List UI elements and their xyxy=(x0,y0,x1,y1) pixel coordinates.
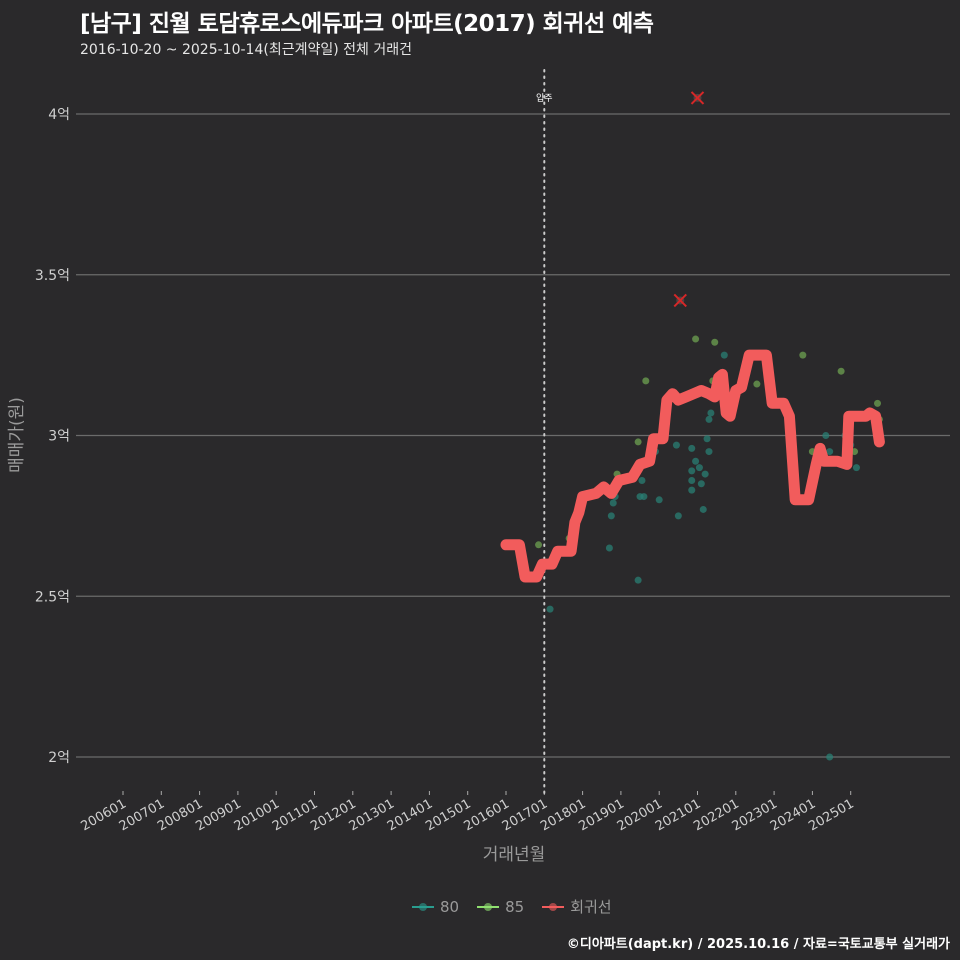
point-80 xyxy=(695,464,703,472)
x-axis-title: 거래년월 xyxy=(483,845,546,865)
scatter-points xyxy=(535,335,883,761)
point-80 xyxy=(640,493,648,501)
outlier-markers xyxy=(673,91,705,308)
point-85 xyxy=(837,367,845,375)
chart-subtitle: 2016-10-20 ~ 2025-10-14(최근계약일) 전체 거래건 xyxy=(80,42,412,58)
point-85 xyxy=(634,438,642,446)
point-85 xyxy=(711,338,719,346)
legend-label-80: 80 xyxy=(440,897,460,916)
chart-title: [남구] 진월 토담휴로스에듀파크 아파트(2017) 회귀선 예측 xyxy=(80,11,654,37)
legend-key-regression-icon xyxy=(542,901,565,913)
outlier-x-icon xyxy=(690,91,705,105)
legend: 80 85 회귀선 xyxy=(412,896,622,917)
point-80 xyxy=(699,505,707,513)
legend-item-80: 80 xyxy=(412,898,459,916)
point-80 xyxy=(852,464,860,472)
point-80 xyxy=(822,432,830,439)
legend-key-80-icon xyxy=(412,901,434,913)
point-85 xyxy=(799,351,807,359)
point-80 xyxy=(692,457,700,465)
point-80 xyxy=(826,448,834,456)
y-axis-ticks: 2억 2.5억 3억 3.5억 4억 xyxy=(35,107,70,766)
point-80 xyxy=(655,496,663,504)
move-in-vline: 입주 xyxy=(536,69,553,797)
point-80 xyxy=(688,467,696,475)
point-80 xyxy=(672,441,680,449)
point-80 xyxy=(609,499,617,507)
legend-item-regression: 회귀선 xyxy=(542,896,612,917)
legend-label-regression: 회귀선 xyxy=(570,898,612,916)
regression-path xyxy=(500,349,885,583)
y-tick-label: 2억 xyxy=(48,750,70,766)
y-tick-label: 4억 xyxy=(48,107,70,123)
outlier-x-icon xyxy=(673,293,687,308)
y-tick-label: 3억 xyxy=(48,429,70,445)
point-85 xyxy=(642,377,650,385)
point-80 xyxy=(638,477,646,485)
y-tick-label: 2.5억 xyxy=(35,589,70,605)
x-axis-ticks: 2006012007012008012009012010012011012012… xyxy=(79,791,857,834)
legend-key-85-icon xyxy=(477,901,500,913)
point-80 xyxy=(688,444,696,452)
move-in-label: 입주 xyxy=(536,92,553,104)
point-80 xyxy=(701,470,709,478)
legend-item-85: 85 xyxy=(477,898,524,916)
y-tick-label: 3.5억 xyxy=(35,268,70,284)
point-80 xyxy=(674,512,682,520)
point-85 xyxy=(535,541,543,549)
point-80 xyxy=(720,351,728,359)
source-caption: ©디아파트(dapt.kr) / 2025.10.16 / 자료=국토교통부 실… xyxy=(566,937,950,952)
legend-label-85: 85 xyxy=(505,897,525,916)
point-85 xyxy=(874,399,882,407)
point-80 xyxy=(688,486,696,494)
regression-line xyxy=(500,349,885,583)
y-axis-title: 매매가(원) xyxy=(7,397,27,473)
point-80 xyxy=(605,544,613,552)
point-80 xyxy=(634,576,642,584)
point-85 xyxy=(692,335,700,343)
point-80 xyxy=(705,448,713,456)
point-80 xyxy=(688,477,696,485)
point-80 xyxy=(826,753,834,761)
grid-lines xyxy=(76,113,950,758)
point-80 xyxy=(697,480,705,488)
point-80 xyxy=(546,605,554,613)
point-80 xyxy=(707,409,715,417)
point-80 xyxy=(705,415,713,423)
point-85 xyxy=(753,380,761,388)
point-80 xyxy=(703,435,711,443)
point-80 xyxy=(607,512,615,520)
